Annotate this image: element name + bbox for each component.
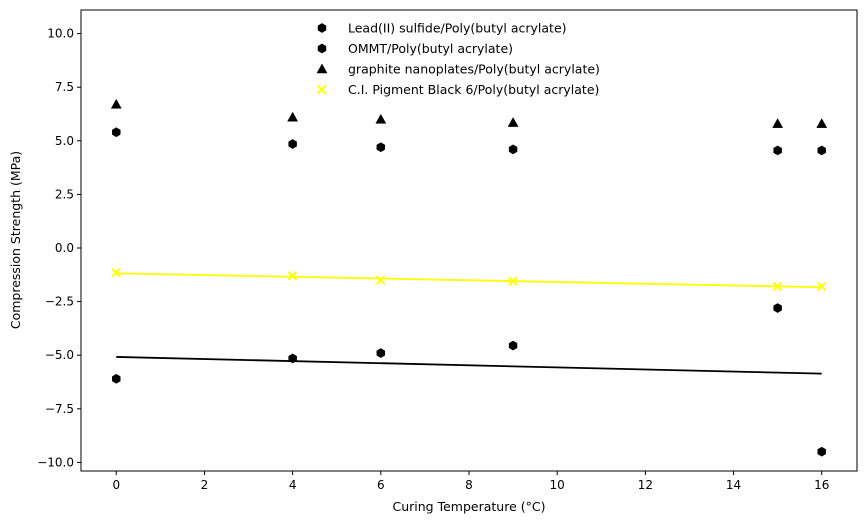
data-points bbox=[110, 98, 828, 457]
y-axis-ticks: −10.0 −7.5 −5.0 −2.5 0.0 2.5 5.0 7.5 10.0 bbox=[37, 27, 81, 469]
data-point bbox=[817, 281, 827, 292]
data-point bbox=[112, 127, 121, 138]
data-point bbox=[773, 303, 782, 313]
data-point bbox=[772, 118, 784, 128]
x-tick-label: 16 bbox=[814, 478, 829, 492]
x-tick-label: 2 bbox=[201, 478, 209, 492]
data-point bbox=[507, 117, 519, 127]
trend-line bbox=[116, 356, 822, 375]
y-tick-label: −7.5 bbox=[45, 402, 74, 416]
plot-frame bbox=[80, 9, 858, 472]
y-tick-label: −10.0 bbox=[37, 455, 74, 469]
x-tick-label: 6 bbox=[377, 478, 385, 492]
legend-marker bbox=[317, 43, 327, 54]
data-point bbox=[376, 142, 386, 153]
y-tick-label: 2.5 bbox=[55, 187, 74, 201]
data-point bbox=[110, 98, 122, 109]
data-point bbox=[817, 145, 826, 156]
data-point bbox=[817, 446, 826, 457]
data-point bbox=[508, 144, 518, 155]
legend-label: graphite nanoplates/Poly(butyl acrylate) bbox=[348, 62, 600, 77]
x-tick-label: 8 bbox=[465, 478, 473, 492]
legend-label: OMMT/Poly(butyl acrylate) bbox=[348, 41, 513, 56]
y-tick-label: 0.0 bbox=[55, 241, 74, 255]
x-tick-label: 0 bbox=[112, 478, 120, 492]
y-axis-label: Compression Strength (MPa) bbox=[8, 151, 23, 329]
data-point bbox=[772, 281, 783, 292]
x-tick-label: 12 bbox=[638, 478, 653, 492]
x-tick-label: 10 bbox=[550, 478, 565, 492]
data-point bbox=[376, 275, 386, 285]
data-point bbox=[288, 139, 297, 149]
data-point bbox=[508, 340, 518, 351]
plot-area bbox=[81, 10, 857, 471]
data-point bbox=[375, 113, 387, 124]
trend-lines bbox=[116, 272, 822, 375]
data-point bbox=[508, 276, 518, 286]
data-point bbox=[287, 111, 299, 122]
x-axis-ticks: 0 2 4 6 8 10 12 14 16 bbox=[112, 471, 829, 492]
legend-label: C.I. Pigment Black 6/Poly(butyl acrylate… bbox=[348, 82, 599, 97]
x-tick-label: 4 bbox=[289, 478, 297, 492]
y-tick-label: −5.0 bbox=[45, 348, 74, 362]
x-tick-label: 14 bbox=[726, 478, 741, 492]
data-point bbox=[112, 373, 121, 384]
y-tick-label: −2.5 bbox=[45, 295, 74, 309]
legend-marker bbox=[317, 23, 327, 33]
trend-line bbox=[116, 272, 822, 289]
y-tick-label: 7.5 bbox=[55, 80, 74, 94]
y-tick-label: 5.0 bbox=[55, 134, 74, 148]
data-point bbox=[288, 353, 297, 364]
legend-marker bbox=[317, 84, 327, 95]
data-point bbox=[287, 271, 298, 281]
data-point bbox=[376, 348, 386, 358]
x-axis-label: Curing Temperature (°C) bbox=[393, 499, 546, 514]
legend: Lead(II) sulfide/Poly(butyl acrylate) OMM… bbox=[316, 21, 600, 97]
data-point bbox=[111, 267, 121, 278]
data-point bbox=[816, 118, 828, 128]
data-point bbox=[773, 145, 782, 156]
legend-marker bbox=[316, 63, 328, 74]
y-tick-label: 10.0 bbox=[47, 27, 74, 41]
legend-label: Lead(II) sulfide/Poly(butyl acrylate) bbox=[348, 21, 567, 36]
